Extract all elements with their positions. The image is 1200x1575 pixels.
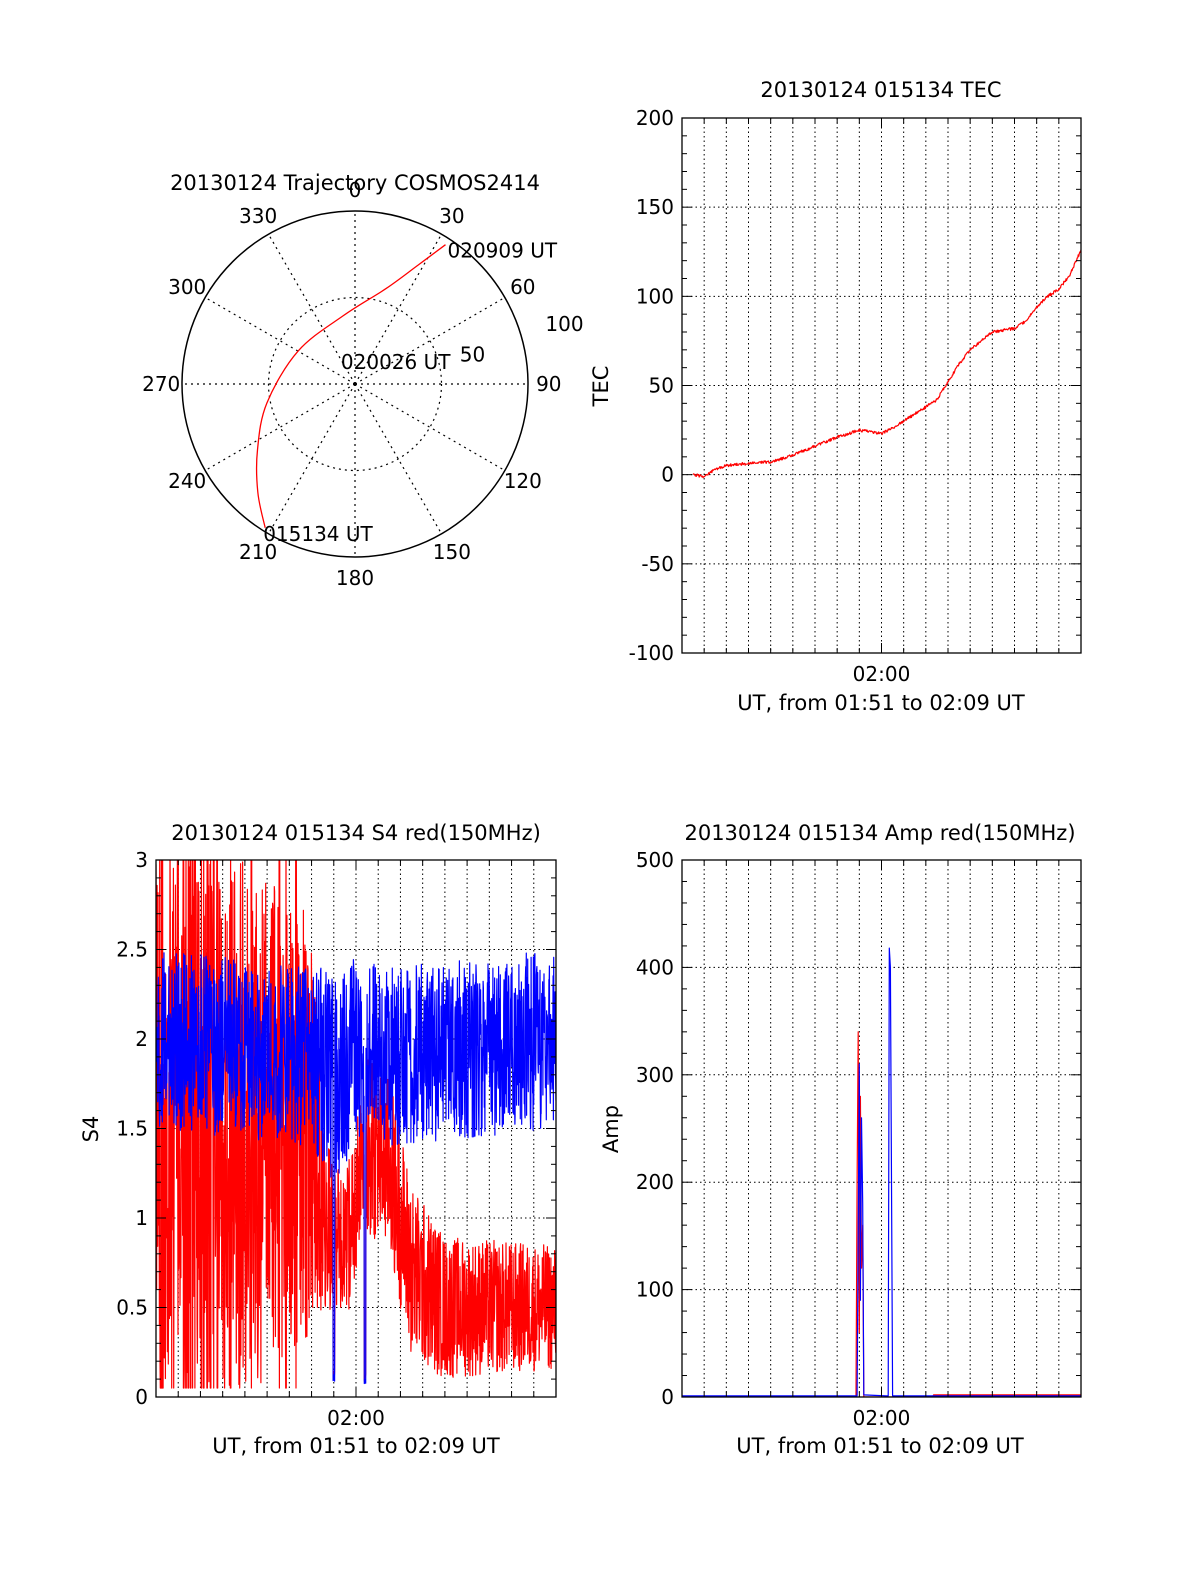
polar-spoke <box>267 383 356 535</box>
track-time-annotation: 015134 UT <box>263 522 373 546</box>
y-tick-label: 2.5 <box>116 938 148 962</box>
y-tick-label: 1.5 <box>116 1117 148 1141</box>
y-tick-label: 100 <box>636 284 674 308</box>
polar-spoke <box>204 296 356 385</box>
polar-angle-label: 30 <box>439 204 464 228</box>
trajectory-title: 20130124 Trajectory COSMOS2414 <box>170 171 540 195</box>
series-line <box>156 952 556 1385</box>
series-line <box>156 860 556 1389</box>
plot-frame <box>681 859 1082 1398</box>
axis-ticks <box>682 859 1081 1398</box>
tec-ylabel: TEC <box>589 366 613 408</box>
polar-angle-label: 240 <box>168 469 206 493</box>
y-tick-label: 0 <box>661 1385 674 1409</box>
trajectory-annotations: 020909 UT 020026 UT 015134 UT <box>263 239 558 546</box>
plot-series <box>692 249 1081 479</box>
s4-xlabel: UT, from 01:51 to 02:09 UT <box>212 1434 500 1458</box>
tec-xlabel: UT, from 01:51 to 02:09 UT <box>737 691 1025 715</box>
x-tick-label: 02:00 <box>853 662 911 686</box>
polar-spoke <box>354 383 506 472</box>
y-tick-label: 200 <box>636 106 674 130</box>
trajectory-grid <box>181 210 529 558</box>
y-tick-label: 300 <box>636 1063 674 1087</box>
polar-angle-label: 180 <box>336 566 374 590</box>
plot-grid <box>682 860 1081 1397</box>
y-tick-label: 200 <box>636 1170 674 1194</box>
plot-series <box>156 860 556 1389</box>
x-tick-label: 02:00 <box>327 1406 385 1430</box>
satellite-track-line <box>255 244 446 528</box>
polar-radial-label: 100 <box>545 312 583 336</box>
polar-angle-label: 150 <box>433 540 471 564</box>
y-tick-label: 100 <box>636 1278 674 1302</box>
y-tick-label: -100 <box>629 641 674 665</box>
y-tick-label: -50 <box>641 552 674 576</box>
polar-spoke <box>354 383 443 535</box>
y-tick-labels: -100 -50 0 50 100 150 200 <box>629 106 674 665</box>
plot-grid <box>682 118 1081 653</box>
polar-angle-label: 120 <box>504 469 542 493</box>
series-line <box>682 947 1081 1397</box>
y-tick-labels: 0 100 200 300 400 500 <box>636 848 674 1409</box>
polar-angle-label: 90 <box>536 372 561 396</box>
polar-spoke <box>204 383 356 472</box>
s4-ylabel: S4 <box>79 1116 103 1143</box>
y-tick-label: 0.5 <box>116 1296 148 1320</box>
polar-angle-label: 60 <box>510 275 535 299</box>
polar-angle-label: 330 <box>239 204 277 228</box>
y-tick-label: 3 <box>135 848 148 872</box>
y-tick-label: 400 <box>636 955 674 979</box>
tec-title: 20130124 015134 TEC <box>760 78 1001 102</box>
axis-ticks <box>682 117 1081 654</box>
y-tick-label: 1 <box>135 1206 148 1230</box>
y-tick-label: 50 <box>649 374 674 398</box>
y-tick-label: 0 <box>661 463 674 487</box>
y-tick-label: 500 <box>636 848 674 872</box>
trajectory-angle-labels: 0 30 60 90 120 150 180 210 240 270 300 330 50 100 <box>142 178 583 590</box>
amp-title: 20130124 015134 Amp red(150MHz) <box>684 821 1075 845</box>
axis-ticks <box>156 859 556 1398</box>
s4-panel: 20130124 015134 S4 red(150MHz) UT, from … <box>79 821 557 1458</box>
s4-title: 20130124 015134 S4 red(150MHz) <box>171 821 541 845</box>
trajectory-track <box>255 244 446 528</box>
polar-spoke <box>267 233 356 385</box>
y-tick-label: 150 <box>636 195 674 219</box>
x-tick-label: 02:00 <box>853 1406 911 1430</box>
polar-ring-50 <box>267 296 443 472</box>
trajectory-panel: 20130124 Trajectory COSMOS2414 0 30 60 90 12… <box>142 171 583 590</box>
polar-spoke <box>354 296 506 385</box>
polar-angle-label: 210 <box>239 540 277 564</box>
track-time-annotation: 020909 UT <box>448 239 558 263</box>
series-line <box>692 249 1081 479</box>
amp-ylabel: Amp <box>599 1105 623 1153</box>
amp-panel: 20130124 015134 Amp red(150MHz) UT, from… <box>599 821 1082 1458</box>
polar-angle-label: 270 <box>142 372 180 396</box>
polar-radial-label: 50 <box>460 343 485 367</box>
y-tick-labels: 0 0.5 1 1.5 2 2.5 3 <box>116 848 148 1409</box>
track-time-annotation: 020026 UT <box>341 350 451 374</box>
tec-panel: 20130124 015134 TEC UT, from 01:51 to 02… <box>589 78 1082 715</box>
polar-outer-ring <box>181 210 529 558</box>
polar-angle-label: 300 <box>168 275 206 299</box>
polar-angle-label: 0 <box>349 178 362 202</box>
plot-series <box>682 947 1081 1397</box>
y-tick-label: 2 <box>135 1027 148 1051</box>
amp-xlabel: UT, from 01:51 to 02:09 UT <box>736 1434 1024 1458</box>
y-tick-label: 0 <box>135 1385 148 1409</box>
